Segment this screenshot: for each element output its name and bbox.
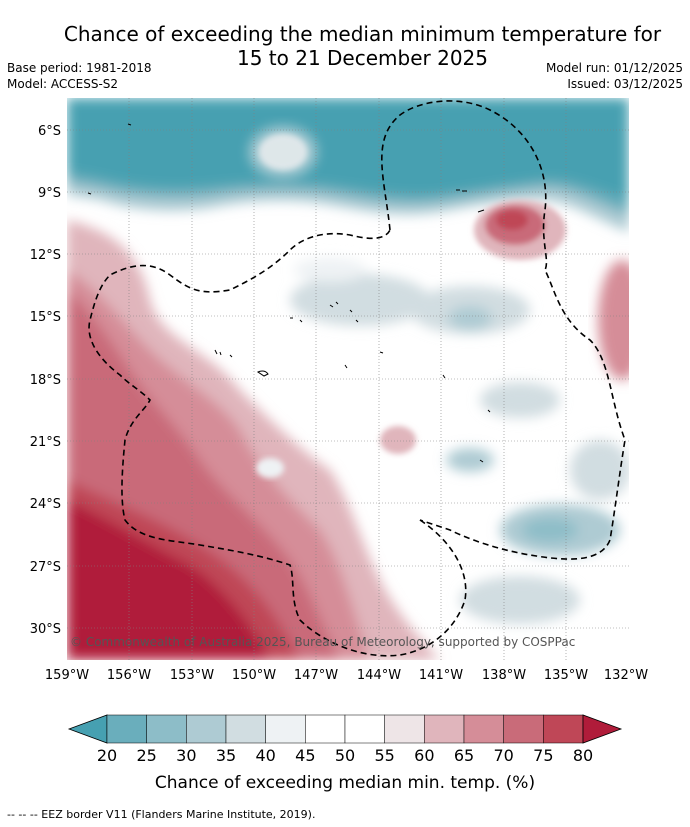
lat-label: 24°S (30, 497, 61, 512)
issued-date: Issued: 03/12/2025 (567, 77, 683, 91)
colorbar-tick-label: 50 (335, 746, 355, 765)
latitude-labels: 6°S 9°S 12°S 15°S 18°S 21°S 24°S 27°S 30… (30, 124, 61, 637)
lat-label: 12°S (30, 248, 61, 263)
colorbar-swatch (265, 714, 306, 744)
east-warm-edge (598, 260, 629, 380)
colorbar-swatch (305, 714, 346, 744)
colorbar-tick-label: 75 (533, 746, 553, 765)
lon-label: 144°W (357, 668, 401, 683)
colorbar-labels: 20 25 30 35 40 45 50 55 60 65 70 75 80 (97, 746, 593, 765)
colorbar-swatch (146, 714, 187, 744)
map-title: Chance of exceeding the median minimum t… (40, 22, 685, 70)
longitude-labels: 159°W 156°W 153°W 150°W 147°W 144°W 141°… (45, 668, 648, 683)
colorbar-tick-label: 25 (136, 746, 156, 765)
lon-label: 159°W (45, 668, 89, 683)
map-field (67, 98, 629, 660)
grid-lines (67, 98, 629, 660)
colorbar (67, 714, 623, 744)
colorbar-swatch (463, 714, 504, 744)
meta-right: Model run: 01/12/2025 Issued: 03/12/2025 (546, 60, 683, 92)
eez-legend: -- -- -- EEZ border V11 (Flanders Marine… (7, 808, 316, 821)
lon-label: 135°W (544, 668, 588, 683)
title-line-1: Chance of exceeding the median minimum t… (63, 22, 662, 46)
lon-label: 150°W (232, 668, 276, 683)
islands (87, 123, 491, 463)
colorbar-tick-label: 80 (573, 746, 593, 765)
colorbar-tick-label: 45 (295, 746, 315, 765)
lat-label: 6°S (38, 124, 61, 139)
lat-label: 15°S (30, 310, 61, 325)
colorbar-tick-label: 70 (493, 746, 513, 765)
model-name: Model: ACCESS-S2 (7, 77, 119, 91)
lat-label: 27°S (30, 560, 61, 575)
colorbar-swatch (186, 714, 227, 744)
colorbar-swatch (424, 714, 465, 744)
colorbar-swatch (106, 714, 147, 744)
colorbar-title: Chance of exceeding median min. temp. (%… (155, 773, 535, 793)
base-period: Base period: 1981-2018 (7, 61, 152, 75)
lat-label: 30°S (30, 622, 61, 637)
colorbar-tick-label: 65 (454, 746, 474, 765)
colorbar-swatch (384, 714, 425, 744)
lon-label: 156°W (107, 668, 151, 683)
colorbar-extend-low (67, 714, 108, 744)
lat-label: 9°S (38, 186, 61, 201)
title-line-2: 15 to 21 December 2025 (236, 46, 488, 70)
lon-label: 147°W (294, 668, 338, 683)
colorbar-tick-label: 40 (255, 746, 275, 765)
northeast-warm-blob (474, 200, 566, 260)
lon-label: 141°W (419, 668, 463, 683)
colorbar-swatch (225, 714, 266, 744)
colorbar-tick-label: 55 (374, 746, 394, 765)
colorbar-swatch (344, 714, 385, 744)
colorbar-swatch (543, 714, 584, 744)
colorbar-tick-label: 60 (414, 746, 434, 765)
north-cool-anomaly (67, 98, 629, 232)
lon-label: 138°W (482, 668, 526, 683)
colorbar-swatch (503, 714, 544, 744)
colorbar-extend-high (582, 714, 623, 744)
meta-left: Base period: 1981-2018 Model: ACCESS-S2 (7, 60, 152, 92)
colorbar-tick-label: 35 (216, 746, 236, 765)
lat-label: 21°S (30, 435, 61, 450)
southwest-warm-anomaly (67, 220, 440, 660)
lon-label: 132°W (604, 668, 648, 683)
colorbar-tick-label: 30 (176, 746, 196, 765)
central-cool-patches (290, 258, 629, 624)
lon-label: 153°W (170, 668, 214, 683)
copyright-notice: © Commonwealth of Australia 2025, Bureau… (70, 635, 575, 649)
eez-borders (88, 100, 626, 657)
lat-label: 18°S (30, 373, 61, 388)
colorbar-tick-label: 20 (97, 746, 117, 765)
model-run: Model run: 01/12/2025 (545, 61, 683, 75)
